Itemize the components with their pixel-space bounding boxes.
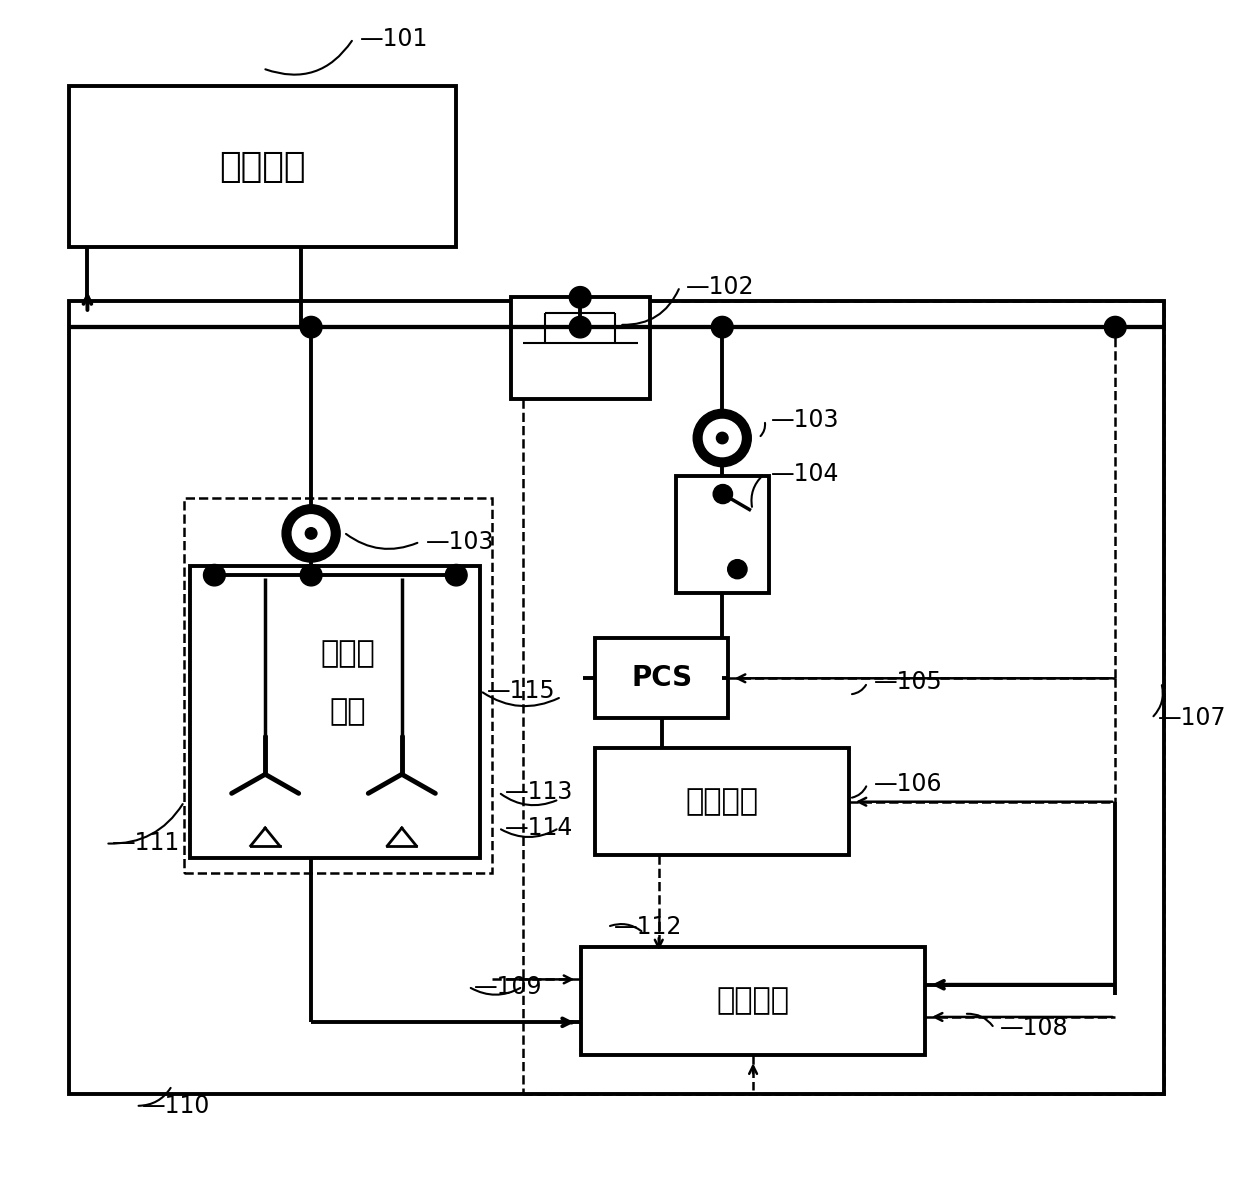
Bar	[190, 565, 480, 858]
Text: PCS: PCS	[631, 665, 692, 692]
Text: 储能系统: 储能系统	[686, 787, 759, 816]
Circle shape	[293, 515, 330, 552]
Text: —109: —109	[475, 974, 543, 999]
Text: —103: —103	[770, 409, 839, 432]
Text: —110: —110	[141, 1094, 211, 1118]
Text: —106: —106	[873, 772, 942, 795]
Bar	[185, 497, 492, 873]
Circle shape	[569, 316, 591, 338]
Bar	[595, 748, 849, 855]
Bar	[595, 639, 728, 719]
Text: —107: —107	[1158, 707, 1226, 731]
Text: —108: —108	[1001, 1016, 1069, 1040]
Text: 调度中心: 调度中心	[219, 150, 306, 183]
Bar	[69, 301, 1163, 1094]
Text: —103: —103	[427, 530, 495, 553]
Bar	[69, 86, 456, 247]
Text: —113: —113	[505, 780, 573, 804]
Text: —101: —101	[360, 26, 428, 50]
Circle shape	[300, 316, 322, 338]
Circle shape	[712, 316, 733, 338]
Bar	[580, 948, 925, 1054]
Circle shape	[283, 504, 340, 562]
Circle shape	[1105, 316, 1126, 338]
Circle shape	[703, 419, 742, 456]
Text: —112: —112	[614, 915, 682, 939]
Circle shape	[569, 286, 591, 308]
Text: —102: —102	[686, 274, 754, 298]
Text: —104: —104	[770, 461, 839, 486]
Bar	[511, 297, 650, 399]
Text: 可再生: 可再生	[320, 639, 374, 667]
Bar	[676, 476, 769, 593]
Circle shape	[305, 527, 317, 539]
Circle shape	[728, 559, 746, 579]
Bar	[523, 301, 1163, 1094]
Text: —114: —114	[505, 816, 573, 840]
Circle shape	[713, 484, 733, 503]
Circle shape	[300, 564, 322, 586]
Text: —111: —111	[112, 831, 180, 855]
Circle shape	[203, 564, 226, 586]
Circle shape	[693, 410, 751, 467]
Circle shape	[717, 432, 728, 443]
Circle shape	[445, 564, 467, 586]
Text: —105: —105	[873, 671, 942, 695]
Text: —115: —115	[486, 679, 556, 703]
Text: 能源: 能源	[329, 697, 366, 726]
Text: 控制系统: 控制系统	[717, 986, 790, 1016]
